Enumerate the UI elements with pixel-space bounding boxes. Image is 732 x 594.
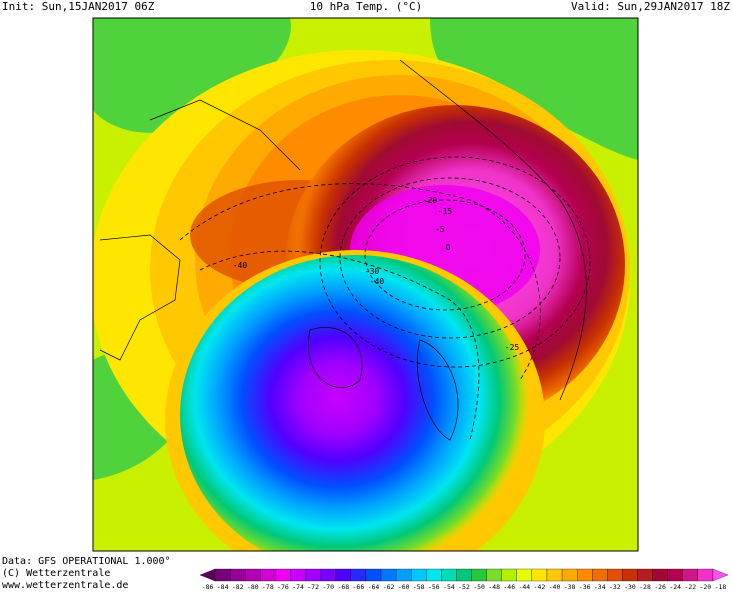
contours xyxy=(179,156,591,441)
legend-label: -66 xyxy=(353,583,365,590)
legend-swatch xyxy=(592,568,608,582)
legend-swatch xyxy=(561,568,578,582)
legend-label: -34 xyxy=(594,583,606,590)
legend-swatch xyxy=(380,568,397,582)
legend-label: -26 xyxy=(654,583,666,590)
legend-swatch xyxy=(365,568,382,582)
legend-swatch xyxy=(199,568,216,582)
legend-label: -64 xyxy=(368,583,380,590)
legend-swatch xyxy=(411,568,427,582)
legend-label: -84 xyxy=(217,583,229,590)
legend-label: -54 xyxy=(443,583,455,590)
contour-label: -30 xyxy=(365,267,380,276)
green-region xyxy=(430,18,638,160)
legend-label: -86 xyxy=(202,583,214,590)
legend-label: -28 xyxy=(639,583,651,590)
legend-swatch xyxy=(290,568,306,582)
legend-label: -52 xyxy=(458,583,470,590)
legend-swatch xyxy=(607,568,623,582)
polar-vortex xyxy=(180,255,530,551)
legend-swatch xyxy=(275,568,291,582)
legend-label: -40 xyxy=(549,583,561,590)
contour-labels: -20-15-50-30-40-40-25 xyxy=(233,196,520,352)
legend-label: -30 xyxy=(624,583,636,590)
legend-swatch xyxy=(486,568,502,582)
legend-label: -24 xyxy=(669,583,681,590)
legend-label: -68 xyxy=(337,583,349,590)
legend-label: -48 xyxy=(488,583,500,590)
legend-swatch xyxy=(441,568,457,582)
coastlines xyxy=(99,59,587,441)
legend-swatch xyxy=(712,568,729,582)
legend-label: -78 xyxy=(262,583,274,590)
legend-label: -72 xyxy=(307,583,319,590)
legend-swatch xyxy=(516,568,533,582)
legend-swatch xyxy=(471,568,487,582)
legend-label: -60 xyxy=(398,583,410,590)
legend-swatch xyxy=(214,568,231,582)
legend-label: -74 xyxy=(292,583,304,590)
legend-swatch xyxy=(697,568,714,582)
copyright: (C) Wetterzentrale xyxy=(2,568,110,579)
legend-label: -20 xyxy=(699,583,711,590)
legend-swatch xyxy=(426,568,442,582)
legend-label: -22 xyxy=(684,583,696,590)
contour-label: -20 xyxy=(423,196,438,205)
legend-label: -46 xyxy=(503,583,515,590)
color-legend: -86 -84 -82 -80 -78 -76 -74 -72 -70 -68 -66 -64 -62-… xyxy=(199,568,729,591)
legend-swatch xyxy=(546,568,563,582)
legend-label: -32 xyxy=(609,583,621,590)
contour-label: -5 xyxy=(435,225,445,234)
legend-swatch xyxy=(245,568,261,582)
legend-swatch xyxy=(667,568,683,582)
legend-label: -76 xyxy=(277,583,289,590)
legend-label: -62 xyxy=(383,583,395,590)
legend-swatch xyxy=(305,568,321,582)
legend-swatch xyxy=(335,568,352,582)
legend-swatch xyxy=(576,568,593,582)
contour-label: -15 xyxy=(438,207,453,216)
green-region xyxy=(93,18,291,133)
legend-label: -38 xyxy=(564,583,576,590)
legend-swatch xyxy=(230,568,246,582)
legend-swatch xyxy=(260,568,276,582)
legend-label: -80 xyxy=(247,583,259,590)
legend-swatch xyxy=(456,568,472,582)
legend-swatch xyxy=(682,568,698,582)
map xyxy=(93,18,638,551)
legend-label: -36 xyxy=(579,583,591,590)
legend-swatch xyxy=(652,568,668,582)
legend-label: -18 xyxy=(715,583,727,590)
legend-swatch xyxy=(395,568,412,582)
website: www.wetterzentrale.de xyxy=(2,580,128,590)
contour-label: -40 xyxy=(233,261,248,270)
legend-label: -42 xyxy=(534,583,546,590)
legend-swatch xyxy=(320,568,336,582)
legend-label: -70 xyxy=(322,583,334,590)
map-frame xyxy=(92,17,639,552)
legend-swatch xyxy=(350,568,367,582)
legend-swatch xyxy=(501,568,517,582)
contour-label: -25 xyxy=(505,343,520,352)
map-title: 10 hPa Temp. (°C) xyxy=(310,0,423,13)
legend-label: -58 xyxy=(413,583,425,590)
init-time: Init: Sun,15JAN2017 06Z xyxy=(2,0,155,13)
legend-swatch xyxy=(622,568,638,582)
contour-label: 0 xyxy=(446,243,451,252)
legend-label: -44 xyxy=(518,583,530,590)
legend-label: -56 xyxy=(428,583,440,590)
data-source: Data: GFS OPERATIONAL 1.000° xyxy=(2,556,171,567)
valid-time: Valid: Sun,29JAN2017 18Z xyxy=(571,0,730,13)
legend-label: -82 xyxy=(232,583,244,590)
legend-swatch xyxy=(531,568,548,582)
legend-label: -50 xyxy=(473,583,485,590)
legend-swatch xyxy=(637,568,653,582)
contour-label: -40 xyxy=(370,277,385,286)
